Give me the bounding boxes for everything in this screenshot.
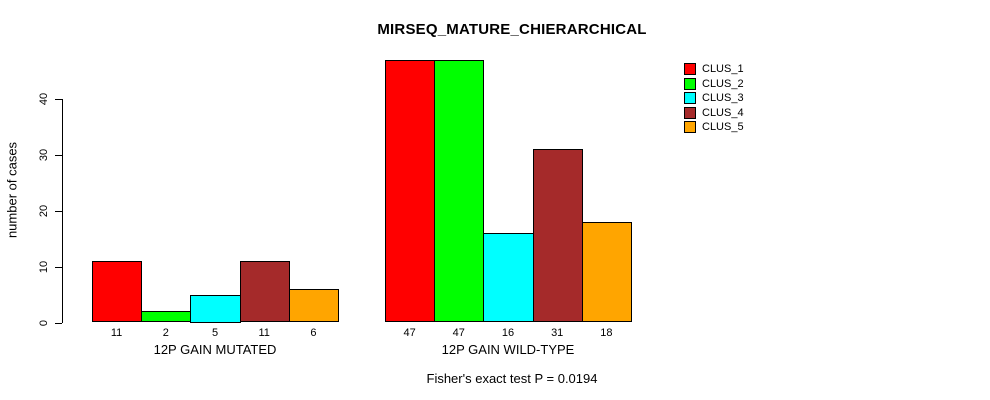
bar-clus_1-1 — [92, 261, 143, 323]
legend-item-clus_1: CLUS_1 — [684, 62, 744, 77]
x-group-label: 12P GAIN WILD-TYPE — [441, 342, 575, 357]
y-tick-mark — [55, 210, 62, 212]
bar-value-label: 16 — [501, 327, 515, 339]
bar-clus_3-1 — [190, 294, 241, 323]
bar-value-label: 31 — [551, 327, 564, 339]
legend: CLUS_1 CLUS_2 CLUS_3 CLUS_4 CLUS_5 — [684, 62, 744, 135]
bar-clus_2-2 — [434, 59, 485, 323]
bar-value-label: 6 — [310, 327, 317, 339]
legend-swatch — [684, 63, 696, 76]
bar-clus_1-2 — [385, 59, 436, 323]
y-axis-line — [62, 99, 63, 323]
bar-value-label: 11 — [258, 327, 270, 339]
y-tick-label-text: 10 — [38, 260, 50, 273]
bar-value-label: 11 — [110, 327, 123, 339]
bar-clus_4-2 — [532, 149, 583, 323]
legend-item-clus_3: CLUS_3 — [684, 91, 744, 106]
bar-value-label: 47 — [452, 327, 465, 339]
bar-value-label: 47 — [403, 327, 416, 339]
legend-label: CLUS_4 — [702, 106, 744, 119]
y-tick-mark — [55, 266, 62, 268]
bar-value-label: 18 — [600, 327, 613, 339]
y-tick-label-text: 40 — [38, 92, 50, 106]
legend-swatch — [684, 106, 696, 119]
y-tick-label-text: 30 — [38, 148, 50, 161]
y-tick-label-text: 0 — [38, 319, 50, 326]
legend-swatch — [684, 92, 696, 105]
y-axis-label-text: number of cases — [4, 141, 20, 239]
legend-item-clus_5: CLUS_5 — [684, 120, 744, 135]
bar-clus_5-1 — [288, 288, 339, 323]
y-tick-mark — [55, 154, 62, 156]
legend-item-clus_2: CLUS_2 — [684, 77, 744, 92]
bar-clus_3-2 — [483, 233, 534, 323]
y-tick-mark — [55, 99, 62, 100]
bar-value-label: 5 — [211, 327, 219, 339]
bar-clus_2-1 — [141, 311, 192, 323]
bar-clus_5-2 — [581, 221, 632, 323]
bar-value-label: 2 — [162, 327, 169, 339]
y-tick-label-text: 20 — [38, 204, 50, 217]
x-group-label: 12P GAIN MUTATED — [153, 342, 277, 357]
legend-label: CLUS_1 — [702, 63, 744, 76]
legend-label: CLUS_3 — [702, 92, 744, 105]
legend-swatch — [684, 121, 696, 134]
bar-clus_4-1 — [239, 261, 290, 323]
legend-item-clus_4: CLUS_4 — [684, 106, 744, 121]
legend-label: CLUS_2 — [702, 77, 744, 90]
chart-title: MIRSEQ_MATURE_CHIERARCHICAL — [377, 21, 647, 38]
y-tick-mark — [55, 322, 62, 324]
footnote: Fisher's exact test P = 0.0194 — [426, 371, 598, 386]
legend-swatch — [684, 77, 696, 90]
legend-label: CLUS_5 — [702, 121, 744, 134]
